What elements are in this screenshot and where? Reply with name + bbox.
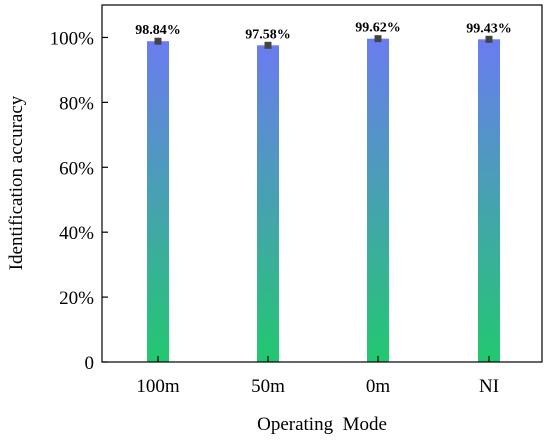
bar-marker: [485, 35, 493, 43]
bar: [147, 41, 169, 363]
bar-value-label: 99.62%: [355, 21, 401, 36]
plot-frame: [101, 4, 543, 363]
plot-area: 0 20% 40% 60% 80% 100% 98.84% 100m 97.58% 50m 99.6…: [50, 21, 512, 397]
x-tick-label: NI: [479, 376, 499, 397]
x-tick-label: 50m: [251, 376, 285, 397]
y-tick-label: 20%: [59, 288, 94, 309]
y-tick-label: 40%: [59, 223, 94, 244]
bar: [367, 38, 389, 363]
x-tick-label: 100m: [136, 376, 180, 397]
y-tick-label: 100%: [50, 28, 95, 49]
y-axis-label: Identification accuracy: [6, 95, 27, 270]
bar-value-label: 97.58%: [245, 27, 291, 42]
bar: [478, 39, 500, 363]
y-tick-label: 0: [85, 353, 95, 374]
bar-marker: [374, 35, 382, 43]
bar-marker: [264, 41, 272, 49]
x-axis-label: Operating Mode: [257, 414, 387, 435]
bar: [257, 45, 279, 363]
bar-value-label: 99.43%: [466, 21, 512, 36]
x-tick-label: 0m: [366, 376, 391, 397]
y-tick-label: 60%: [59, 158, 94, 179]
bar-value-label: 98.84%: [135, 23, 181, 38]
y-tick-label: 80%: [59, 93, 94, 114]
bar-marker: [154, 37, 162, 45]
